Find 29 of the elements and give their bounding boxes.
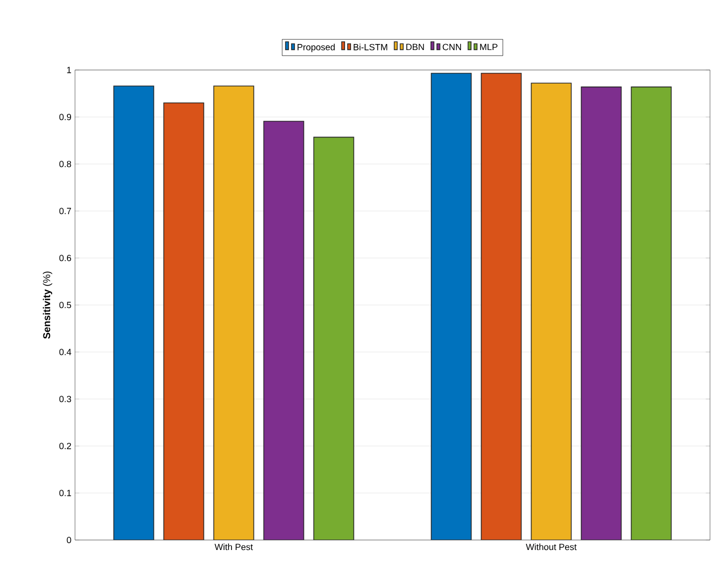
x-tick-label: Without Pest bbox=[526, 544, 577, 550]
bar bbox=[113, 86, 154, 540]
bar bbox=[530, 82, 572, 540]
y-tick-label: 0.1 bbox=[59, 490, 72, 496]
y-tick-label: 0.3 bbox=[59, 396, 72, 402]
y-tick-label: 0.9 bbox=[59, 114, 72, 120]
bar bbox=[163, 102, 204, 540]
y-tick-label: 0.6 bbox=[59, 254, 72, 262]
bar bbox=[480, 72, 522, 540]
bar bbox=[213, 86, 254, 540]
legend-label: MLP bbox=[480, 44, 498, 50]
y-tick-label: 0.2 bbox=[59, 442, 72, 450]
y-axis-title: Sensitivity (%) bbox=[42, 272, 52, 339]
y-tick-label: 1 bbox=[67, 66, 72, 74]
legend-label: CNN bbox=[442, 44, 461, 50]
y-tick-label: 0.8 bbox=[59, 160, 72, 168]
legend-label: Bi-LSTM bbox=[354, 44, 388, 50]
bar bbox=[313, 136, 354, 540]
y-tick-label: 0 bbox=[66, 536, 72, 544]
bar bbox=[263, 120, 304, 540]
bar bbox=[630, 86, 672, 540]
bar bbox=[430, 72, 472, 540]
x-tick-label: With Pest bbox=[214, 544, 253, 550]
y-tick-label: 0.4 bbox=[59, 348, 72, 356]
y-tick-label: 0.5 bbox=[59, 302, 72, 308]
legend-label: DBN bbox=[406, 44, 424, 50]
bar bbox=[580, 86, 622, 540]
legend-label: Proposed bbox=[298, 44, 335, 52]
y-tick-label: 0.7 bbox=[59, 208, 72, 214]
